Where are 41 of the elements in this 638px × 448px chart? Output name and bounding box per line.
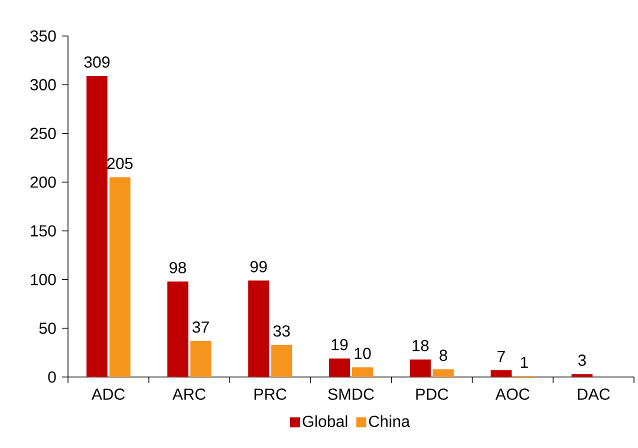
x-tick-label: PRC xyxy=(254,388,286,400)
y-tick-label: 300 xyxy=(30,79,56,90)
y-tick-label: 0 xyxy=(48,371,56,383)
data-label: 37 xyxy=(192,321,209,333)
y-tick-label: 100 xyxy=(30,274,56,286)
y-tick-label: 200 xyxy=(30,176,56,188)
x-tick-label: ADC xyxy=(92,388,125,400)
y-tick-label: 350 xyxy=(30,30,56,42)
bar xyxy=(271,344,292,377)
bar xyxy=(410,359,431,377)
bar xyxy=(248,280,270,377)
data-label: 3 xyxy=(578,354,586,366)
bar xyxy=(190,340,212,377)
data-label: 8 xyxy=(440,350,448,362)
bar xyxy=(432,369,454,377)
x-tick-label: DAC xyxy=(578,388,610,400)
x-tick-label: PDC xyxy=(416,388,448,400)
bar xyxy=(572,374,593,377)
x-tick-label: ARC xyxy=(172,388,206,400)
data-label: 10 xyxy=(354,348,371,360)
y-tick-label: 250 xyxy=(30,128,56,140)
bar xyxy=(167,282,188,377)
bar xyxy=(109,177,130,377)
data-label: 7 xyxy=(498,350,505,362)
y-tick-label: 50 xyxy=(39,322,56,334)
x-tick-label: SMDC xyxy=(328,388,374,400)
data-label: 19 xyxy=(332,338,348,350)
bar xyxy=(328,358,350,377)
y-tick-label: 150 xyxy=(30,225,56,237)
data-label: 18 xyxy=(412,340,429,352)
data-label: 309 xyxy=(84,56,110,68)
data-label: 99 xyxy=(250,261,267,272)
data-label: 1 xyxy=(520,356,528,368)
bar xyxy=(86,76,108,377)
data-label: 98 xyxy=(170,262,186,274)
data-label: 33 xyxy=(273,325,290,337)
legend-label: Global xyxy=(302,415,348,428)
bar xyxy=(490,370,512,377)
legend-label: China xyxy=(369,415,410,428)
bar xyxy=(352,367,373,377)
x-tick-label: AOC xyxy=(495,388,530,400)
